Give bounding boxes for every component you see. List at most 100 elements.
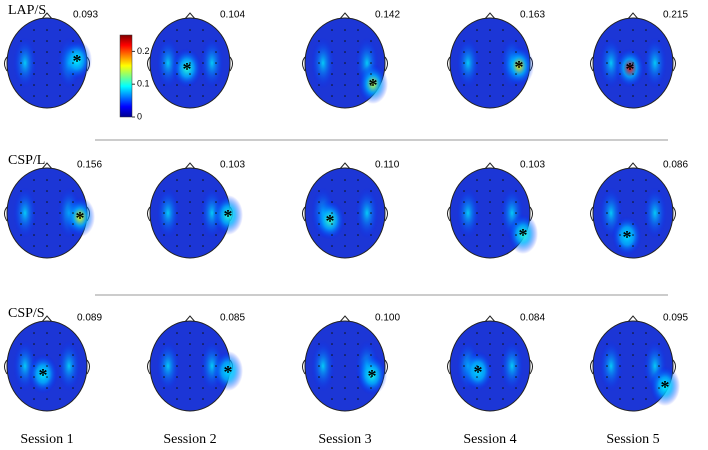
- electrode: [33, 343, 35, 345]
- electrode: [632, 179, 634, 181]
- electrode: [619, 95, 621, 97]
- electrode: [202, 223, 204, 225]
- electrode: [489, 51, 491, 53]
- electrode: [59, 179, 61, 181]
- electrode: [318, 201, 320, 203]
- electrode: [344, 201, 346, 203]
- electrode: [59, 354, 61, 356]
- electrode: [59, 51, 61, 53]
- electrode: [163, 201, 165, 203]
- electrode: [318, 84, 320, 86]
- electrode: [189, 398, 191, 400]
- electrode: [463, 51, 465, 53]
- electrode: [33, 398, 35, 400]
- electrode: [331, 398, 333, 400]
- max-value: 0.104: [220, 10, 245, 21]
- electrode: [476, 223, 478, 225]
- lobe: [456, 37, 480, 89]
- electrode: [163, 190, 165, 192]
- electrode: [344, 354, 346, 356]
- nose: [483, 162, 497, 171]
- electrode: [331, 190, 333, 192]
- electrode: [176, 95, 178, 97]
- lobe: [311, 340, 335, 392]
- electrode: [463, 234, 465, 236]
- lobe: [156, 187, 180, 239]
- electrode: [344, 234, 346, 236]
- nose: [483, 12, 497, 21]
- electrode: [658, 387, 660, 389]
- electrode: [189, 95, 191, 97]
- electrode: [189, 343, 191, 345]
- nose: [40, 162, 54, 171]
- electrode: [215, 223, 217, 225]
- electrode: [331, 201, 333, 203]
- electrode: [370, 354, 372, 356]
- max-value: 0.095: [663, 313, 688, 324]
- electrode: [489, 212, 491, 214]
- electrode: [344, 95, 346, 97]
- electrode: [502, 29, 504, 31]
- electrode: [502, 365, 504, 367]
- electrode: [502, 387, 504, 389]
- electrode: [606, 40, 608, 42]
- electrode: [502, 398, 504, 400]
- electrode: [476, 332, 478, 334]
- electrode: [318, 354, 320, 356]
- electrode: [344, 332, 346, 334]
- electrode: [331, 234, 333, 236]
- asterisk: *: [519, 225, 528, 245]
- electrode: [476, 95, 478, 97]
- electrode: [72, 84, 74, 86]
- lobe: [200, 37, 224, 89]
- electrode: [46, 29, 48, 31]
- electrode: [189, 73, 191, 75]
- peak-blob: [213, 195, 243, 235]
- nose: [338, 315, 352, 324]
- lobe: [599, 340, 623, 392]
- electrode: [476, 212, 478, 214]
- electrode: [658, 84, 660, 86]
- electrode: [59, 343, 61, 345]
- electrode: [344, 365, 346, 367]
- electrode: [370, 40, 372, 42]
- electrode: [606, 343, 608, 345]
- electrode: [176, 343, 178, 345]
- electrode: [59, 201, 61, 203]
- electrode: [515, 51, 517, 53]
- electrode: [20, 73, 22, 75]
- electrode: [163, 84, 165, 86]
- electrode: [202, 332, 204, 334]
- electrode: [215, 73, 217, 75]
- electrode: [370, 51, 372, 53]
- electrode: [215, 365, 217, 367]
- electrode: [357, 387, 359, 389]
- max-value: 0.103: [520, 160, 545, 171]
- electrode: [344, 387, 346, 389]
- electrode: [658, 73, 660, 75]
- electrode: [502, 245, 504, 247]
- electrode: [658, 223, 660, 225]
- electrode: [619, 190, 621, 192]
- electrode: [515, 365, 517, 367]
- electrode: [357, 73, 359, 75]
- electrode: [344, 29, 346, 31]
- electrode: [619, 51, 621, 53]
- electrode: [33, 376, 35, 378]
- electrode: [33, 73, 35, 75]
- electrode: [463, 212, 465, 214]
- ear: [529, 359, 533, 375]
- electrode: [645, 179, 647, 181]
- electrode: [176, 190, 178, 192]
- electrode: [46, 40, 48, 42]
- electrode: [658, 234, 660, 236]
- asterisk: *: [73, 51, 82, 71]
- peak-blob: [358, 64, 388, 104]
- ear: [4, 359, 8, 375]
- electrode: [476, 179, 478, 181]
- electrode: [658, 62, 660, 64]
- electrode: [33, 190, 35, 192]
- electrode: [370, 73, 372, 75]
- electrode: [658, 201, 660, 203]
- electrode: [163, 387, 165, 389]
